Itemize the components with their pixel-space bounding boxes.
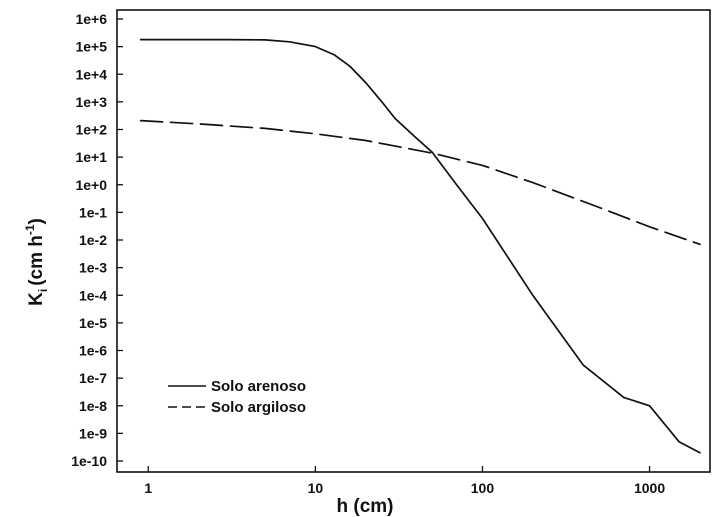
y-tick-label: 1e-6 (79, 343, 107, 359)
legend-label-solo-arenoso: Solo arenoso (211, 378, 306, 395)
x-axis: 1 10 100 1000 (144, 466, 665, 496)
y-tick-label: 1e-3 (79, 260, 107, 276)
y-axis: 1e-10 1e-9 1e-8 1e-7 1e-6 1e-5 1e-4 1e-3 1e-2 1e-… (71, 11, 123, 469)
x-axis-title: h (cm) (337, 496, 394, 517)
series-layer (139, 38, 701, 454)
x-tick-label: 1 (144, 480, 152, 496)
y-tick-label: 1e+5 (75, 39, 107, 55)
y-tick-label: 1e+1 (75, 149, 107, 165)
x-tick-label: 100 (471, 480, 495, 496)
x-tick-label: 1000 (634, 480, 665, 496)
y-axis-title: Ki (cm h-1) (23, 218, 50, 306)
y-axis-title-unit: (cm h (26, 235, 47, 286)
y-tick-label: 1e+4 (75, 66, 107, 82)
y-tick-label: 1e-8 (79, 398, 107, 414)
plot-border (116, 9, 711, 473)
y-tick-label: 1e+0 (75, 177, 107, 193)
y-tick-label: 1e-1 (79, 204, 107, 220)
plot-frame (116, 9, 711, 473)
y-tick-label: 1e-7 (79, 370, 107, 386)
y-axis-title-main: K (26, 292, 47, 306)
y-tick-label: 1e-10 (71, 453, 107, 469)
y-tick-label: 1e+2 (75, 122, 107, 138)
y-tick-label: 1e-2 (79, 232, 107, 248)
y-tick-label: 1e+3 (75, 94, 107, 110)
legend: Solo arenoso Solo argiloso (168, 378, 306, 416)
series-line-solo-argiloso (139, 119, 701, 246)
y-tick-label: 1e-4 (79, 287, 107, 303)
x-tick-label: 10 (308, 480, 324, 496)
legend-label-solo-argiloso: Solo argiloso (211, 399, 306, 416)
y-tick-label: 1e-9 (79, 425, 107, 441)
y-tick-label: 1e-5 (79, 315, 107, 331)
y-axis-title-close: ) (26, 218, 47, 224)
series-line-solo-arenoso (139, 38, 701, 454)
y-axis-title-subscript: i (36, 289, 50, 292)
y-tick-label: 1e+6 (75, 11, 107, 27)
y-axis-title-exponent: -1 (23, 224, 37, 235)
